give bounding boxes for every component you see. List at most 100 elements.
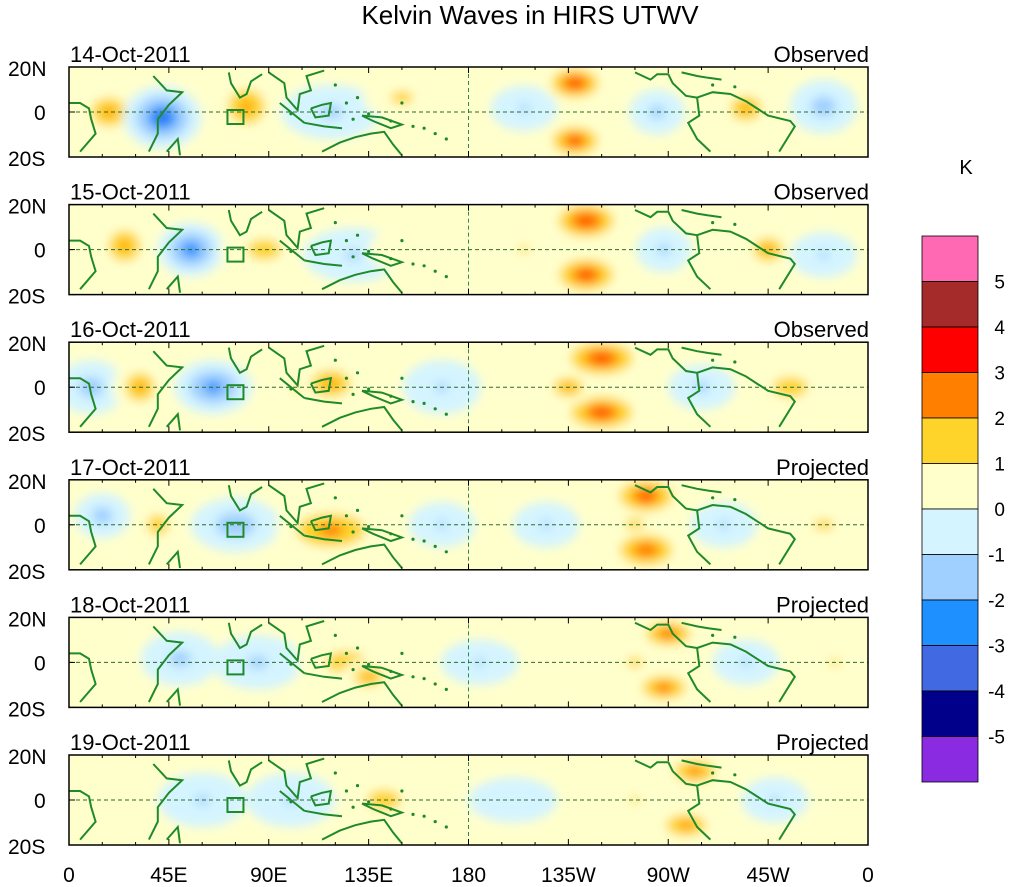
island — [733, 773, 737, 777]
y-tick-label: 20N — [8, 58, 47, 81]
reference-box — [226, 384, 245, 401]
coastline — [681, 71, 722, 81]
island — [344, 376, 349, 380]
island — [400, 239, 404, 243]
panel-status-label: Projected — [776, 592, 869, 617]
y-tick-label: 20N — [8, 746, 47, 769]
coastline — [304, 259, 343, 267]
island — [411, 262, 415, 266]
coastline — [69, 377, 97, 428]
coastline — [227, 760, 263, 787]
coastline — [148, 212, 185, 290]
island — [433, 544, 437, 549]
island — [351, 117, 355, 121]
island — [289, 662, 293, 666]
colorbar-swatch — [921, 417, 979, 464]
coastline — [634, 71, 698, 99]
anomaly-contour — [813, 519, 834, 530]
coastline — [361, 802, 405, 818]
island — [367, 525, 371, 529]
colorbar-level-label: 4 — [994, 318, 1005, 339]
island — [711, 221, 715, 225]
island — [367, 112, 371, 116]
anomaly-contour — [654, 682, 674, 693]
coastline — [321, 818, 403, 844]
map-panel: 20N 0 20S 17-Oct-2011 Projected — [8, 455, 869, 584]
island — [433, 269, 437, 273]
coastline — [148, 350, 185, 428]
island — [444, 687, 448, 692]
coastline — [634, 346, 698, 374]
island — [351, 668, 355, 672]
coastlines — [69, 69, 797, 156]
coastline — [310, 652, 333, 669]
island — [400, 789, 404, 793]
coastlines — [69, 344, 797, 432]
anomaly-contour — [120, 241, 129, 251]
colorbar-swatch — [921, 690, 979, 737]
anomaly-contour — [156, 112, 169, 123]
island — [389, 807, 393, 811]
island — [355, 96, 360, 100]
colorbar: K 5 4 3 2 1 0 -1 -2 -3 -4 -5 — [921, 157, 1005, 783]
x-tick-label: 180 — [451, 864, 486, 887]
coastline — [148, 763, 185, 841]
island — [289, 387, 293, 391]
island — [422, 401, 426, 405]
island — [344, 514, 349, 518]
island — [433, 820, 437, 824]
colorbar-level-label: -4 — [988, 682, 1005, 703]
island — [400, 101, 404, 105]
coastline — [321, 543, 403, 569]
island — [411, 812, 415, 817]
y-tick-label: 0 — [34, 652, 46, 675]
anomaly-contour — [580, 271, 592, 279]
anomaly-contour — [390, 91, 414, 105]
x-axis: 0 45E 90E 135E 180 135W 90W 45W 0 — [63, 864, 874, 887]
coastline — [361, 527, 405, 543]
y-tick-label: 20S — [8, 148, 45, 171]
coastline — [268, 344, 325, 388]
anomaly-contour — [247, 656, 268, 669]
island — [411, 400, 415, 404]
coastline — [69, 239, 97, 290]
coastline — [165, 824, 181, 844]
island — [389, 394, 393, 398]
anomaly-contour — [215, 512, 256, 537]
anomaly-contour — [364, 674, 373, 680]
colorbar-swatch — [921, 554, 979, 601]
anomaly-contour — [740, 658, 752, 667]
coastline — [165, 136, 181, 156]
island — [333, 496, 337, 500]
coastline — [696, 503, 797, 565]
anomaly-contour — [580, 217, 592, 225]
panel-status-label: Projected — [776, 730, 869, 755]
anomaly-contour — [811, 96, 837, 117]
coastline — [279, 102, 305, 124]
island — [351, 255, 355, 259]
y-tick-label: 20N — [8, 333, 47, 356]
anomaly-contour — [640, 492, 652, 500]
coastline — [681, 484, 722, 494]
anomaly-contour — [679, 821, 693, 829]
coastline — [304, 672, 343, 680]
panel-date-label: 16-Oct-2011 — [70, 317, 191, 342]
coastlines — [69, 620, 797, 707]
reference-box — [226, 109, 245, 125]
island — [289, 249, 293, 253]
coastline — [268, 757, 325, 801]
island — [289, 525, 293, 529]
island — [351, 805, 355, 809]
coastline — [686, 97, 712, 153]
island — [711, 358, 715, 362]
coastline — [69, 514, 97, 566]
island — [733, 85, 737, 89]
island — [389, 119, 393, 123]
panel-status-label: Projected — [776, 455, 869, 480]
island — [289, 112, 293, 116]
x-tick-label: 135E — [344, 864, 393, 887]
x-tick-label: 0 — [63, 864, 75, 887]
coastline — [268, 620, 325, 663]
panel-status-label: Observed — [774, 180, 869, 205]
reference-box — [226, 659, 245, 676]
